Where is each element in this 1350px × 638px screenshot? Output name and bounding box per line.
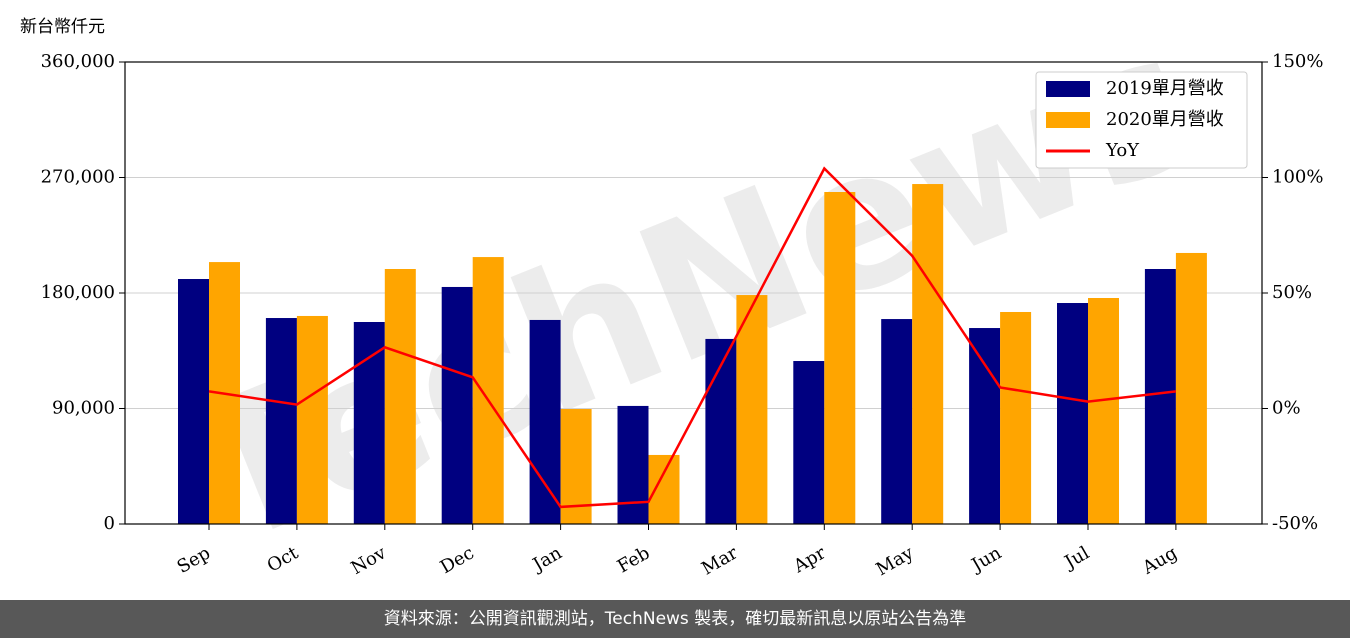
plot-frame xyxy=(124,61,1263,525)
y2-tick-label: -50% xyxy=(1272,513,1318,534)
x-tick-label: May xyxy=(873,542,918,580)
y-tick-label: 270,000 xyxy=(41,167,115,188)
bar xyxy=(705,338,737,524)
bar xyxy=(617,405,649,524)
legend-label: 2020單月營收 xyxy=(1106,109,1224,130)
bar xyxy=(736,295,768,524)
y2-tick-label: 150% xyxy=(1272,51,1323,72)
y2-tick-label: 100% xyxy=(1272,167,1323,188)
x-tick-label: Mar xyxy=(698,542,742,579)
y-tick-label: 360,000 xyxy=(41,51,115,72)
y2-tick-label: 50% xyxy=(1272,282,1312,303)
bar xyxy=(1000,311,1032,524)
bar xyxy=(384,269,416,524)
bar xyxy=(1144,269,1176,524)
bar xyxy=(1175,252,1207,524)
bar xyxy=(1088,298,1119,524)
legend-label: YoY xyxy=(1105,140,1140,161)
x-tick-label: Nov xyxy=(347,542,390,579)
bar xyxy=(441,286,473,524)
y-tick-label: 0 xyxy=(104,513,115,534)
x-tick-label: Apr xyxy=(789,542,829,577)
bar xyxy=(1057,303,1088,524)
bar xyxy=(969,328,1001,524)
bar xyxy=(296,315,328,524)
bar xyxy=(912,184,944,525)
legend-swatch xyxy=(1046,112,1090,128)
y2-tick-label: 0% xyxy=(1272,398,1301,419)
bar xyxy=(265,318,297,524)
bar xyxy=(824,192,856,525)
x-tick-label: Jun xyxy=(967,542,1006,577)
line xyxy=(208,166,1177,509)
legend-label: 2019單月營收 xyxy=(1106,78,1224,99)
bar xyxy=(353,322,385,524)
bar xyxy=(793,361,825,524)
x-tick-label: Aug xyxy=(1138,542,1181,579)
bar xyxy=(178,279,209,524)
x-tick-label: Sep xyxy=(174,542,214,577)
bar xyxy=(881,319,913,524)
x-tick-label: Jul xyxy=(1059,542,1093,574)
footer: 資料來源：公開資訊觀測站，TechNews 製表，確切最新訊息以原站公告為準 xyxy=(0,600,1350,638)
y-tick-label: 180,000 xyxy=(41,282,115,303)
x-tick-label: Feb xyxy=(614,542,654,577)
bar xyxy=(648,454,680,524)
y-axis-label: 新台幣仟元 xyxy=(20,17,105,37)
chart: 新台幣仟元 TechNews 090,000180,000270,000360,… xyxy=(20,0,1323,588)
legend-swatch xyxy=(1046,81,1090,97)
x-tick-label: Dec xyxy=(437,542,478,578)
bar xyxy=(529,319,561,524)
bar xyxy=(472,257,504,524)
y-tick-label: 90,000 xyxy=(52,398,115,419)
x-tick-label: Jan xyxy=(528,542,566,576)
